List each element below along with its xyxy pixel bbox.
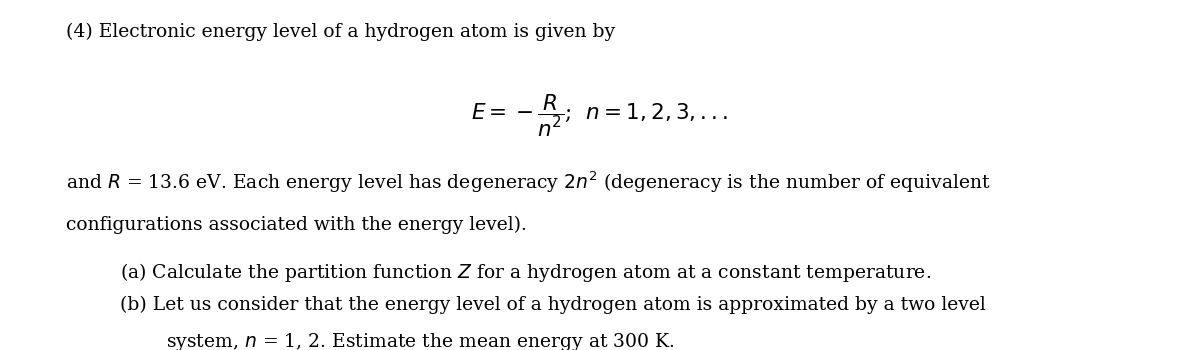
Text: (b) Let us consider that the energy level of a hydrogen atom is approximated by : (b) Let us consider that the energy leve… xyxy=(120,296,985,314)
Text: (a) Calculate the partition function $Z$ for a hydrogen atom at a constant tempe: (a) Calculate the partition function $Z$… xyxy=(120,261,931,284)
Text: configurations associated with the energy level).: configurations associated with the energ… xyxy=(66,215,527,233)
Text: and $R$ = 13.6 eV. Each energy level has degeneracy $2n^2$ (degeneracy is the nu: and $R$ = 13.6 eV. Each energy level has… xyxy=(66,170,991,195)
Text: (4) Electronic energy level of a hydrogen atom is given by: (4) Electronic energy level of a hydroge… xyxy=(66,23,616,41)
Text: system, $n$ = 1, 2. Estimate the mean energy at 300 K.: system, $n$ = 1, 2. Estimate the mean en… xyxy=(166,331,674,350)
Text: $E = -\dfrac{R}{n^2}$;  $n = 1, 2, 3, ...$: $E = -\dfrac{R}{n^2}$; $n = 1, 2, 3, ...… xyxy=(472,93,728,139)
